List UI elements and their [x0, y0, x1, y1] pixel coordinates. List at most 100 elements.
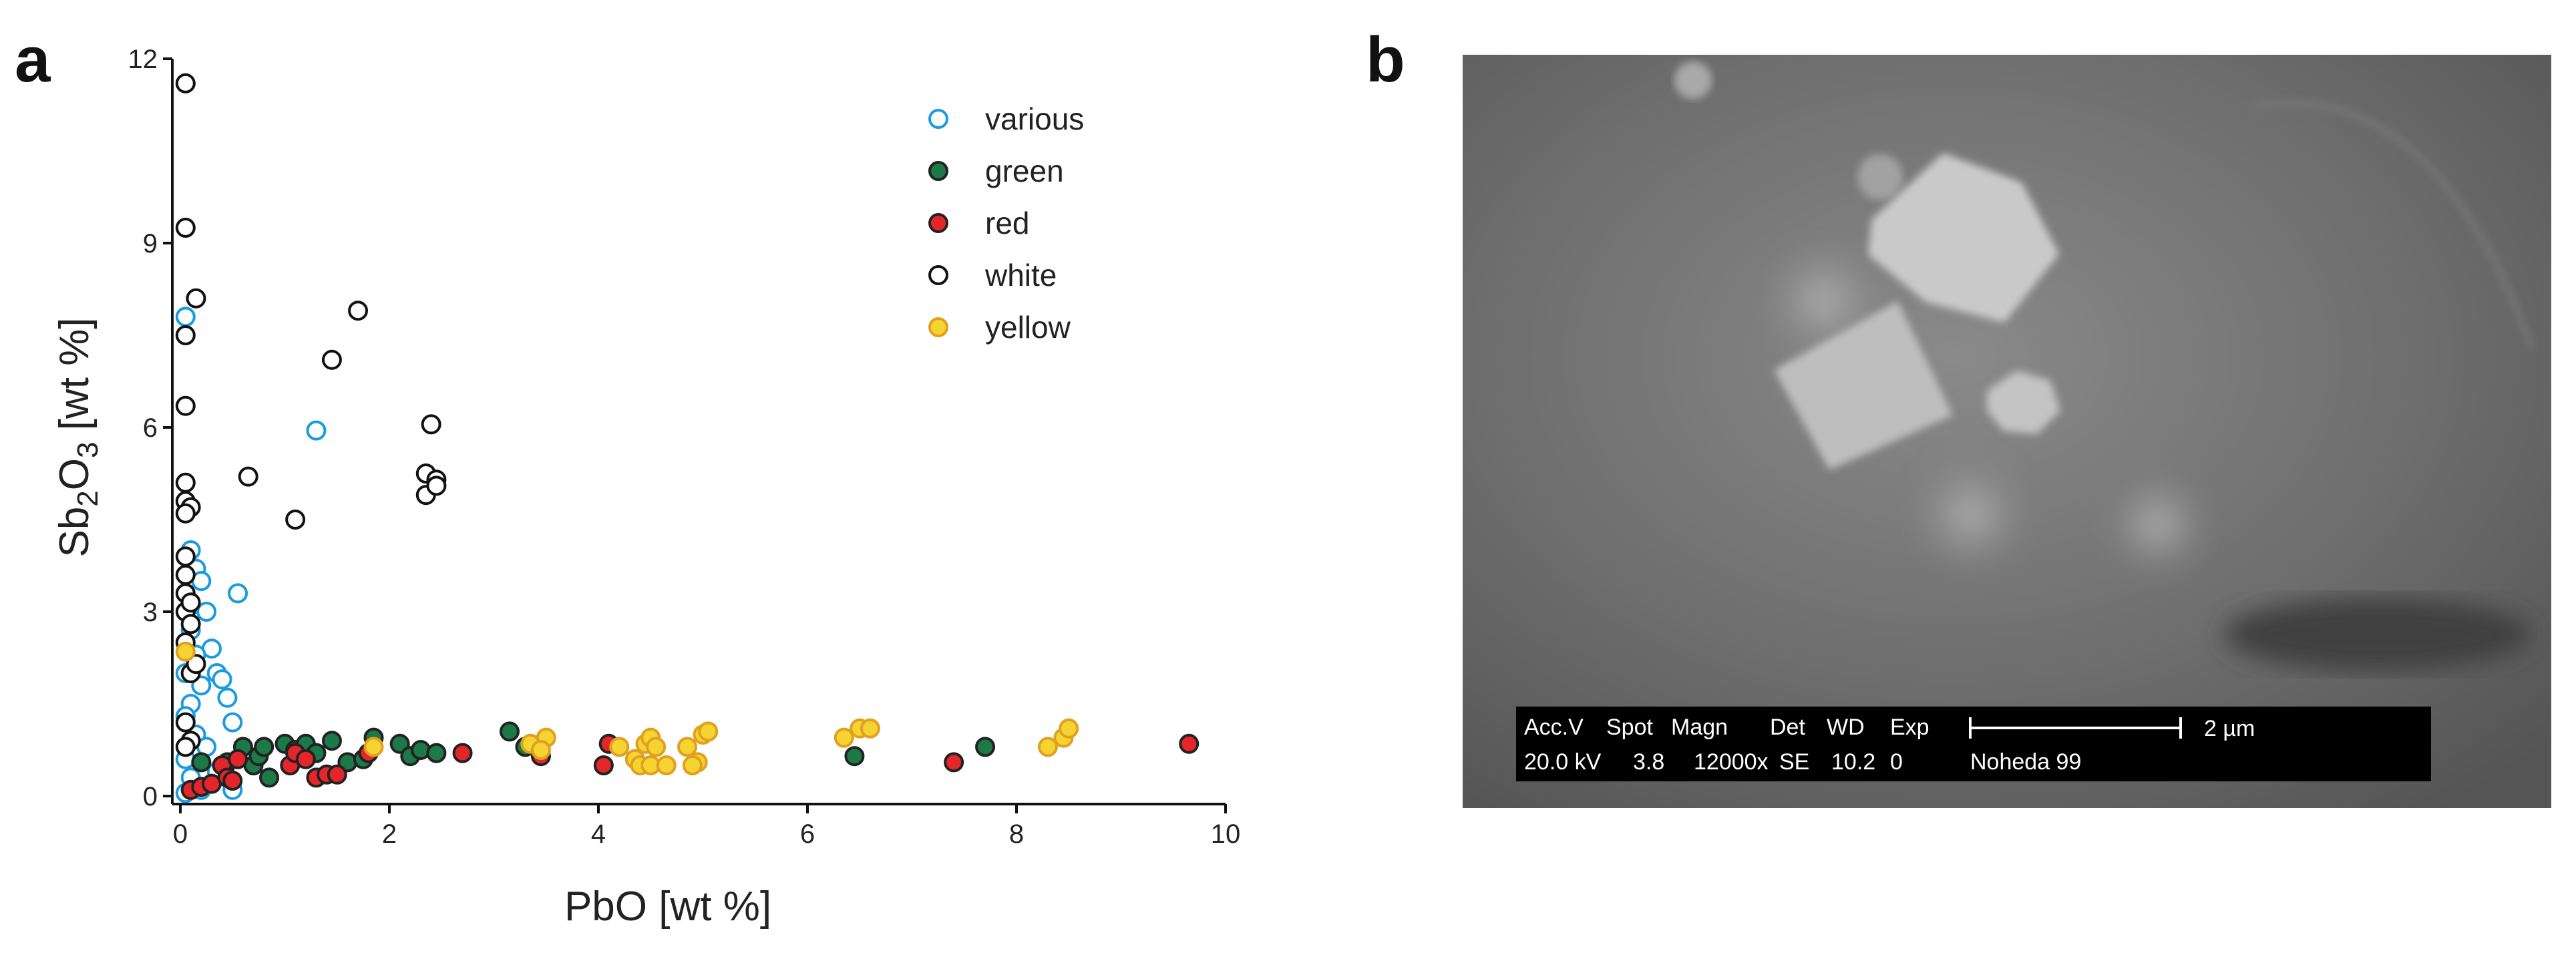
- x-tick-label: 10: [1211, 819, 1241, 849]
- scale-bar-label: 2 µm: [2204, 716, 2255, 741]
- x-tick-label: 8: [1009, 819, 1024, 849]
- point-green: [410, 740, 431, 760]
- point-yellow: [860, 718, 880, 739]
- axes: 0 3 6 9 12 0 2 4 6 8 10: [128, 45, 1241, 849]
- point-green: [844, 746, 865, 767]
- point-red: [327, 764, 347, 785]
- hexagonal-crystal: [1868, 153, 2059, 323]
- panel-label-b: b: [1366, 24, 1405, 96]
- sem-value-det: SE: [1779, 749, 1809, 775]
- point-red: [222, 771, 243, 791]
- point-white: [321, 349, 342, 370]
- point-various: [175, 307, 196, 327]
- point-white: [180, 592, 201, 613]
- point-various: [191, 675, 212, 696]
- point-green: [191, 752, 212, 773]
- sem-micrograph: [1463, 55, 2551, 808]
- legend: various green red white yellow: [928, 102, 1084, 345]
- legend-label-red: red: [985, 206, 1029, 240]
- point-yellow: [1059, 718, 1079, 739]
- point-yellow: [530, 740, 551, 760]
- fiber-edge: [2253, 101, 2533, 349]
- point-white: [175, 737, 196, 757]
- sem-operator: Noheda 99: [1970, 749, 2081, 775]
- point-white: [180, 614, 201, 634]
- point-various: [217, 687, 238, 708]
- cubic-crystal: [1775, 302, 1952, 469]
- blurred-particle: [2100, 467, 2214, 581]
- sem-value-accv: 20.0 kV: [1524, 749, 1602, 775]
- point-red: [452, 743, 473, 763]
- point-yellow: [656, 755, 677, 775]
- point-red: [944, 752, 964, 773]
- small-particle: [1857, 154, 1903, 200]
- blurred-particle: [1907, 451, 2034, 578]
- small-particle: [1674, 61, 1712, 99]
- sem-value-wd: 10.2: [1831, 749, 1875, 775]
- point-white: [175, 564, 196, 585]
- point-red: [295, 749, 316, 769]
- y-tick-label: 0: [143, 782, 158, 811]
- sem-info-bar: [1516, 707, 2431, 781]
- legend-label-yellow: yellow: [985, 310, 1071, 345]
- point-white: [175, 73, 196, 93]
- sem-header-exp: Exp: [1890, 715, 1929, 740]
- point-white: [426, 475, 447, 496]
- sem-header-det: Det: [1770, 715, 1805, 740]
- point-white: [175, 395, 196, 416]
- x-tick-label: 2: [382, 819, 397, 849]
- legend-label-white: white: [984, 258, 1057, 293]
- dark-region: [2224, 598, 2531, 671]
- x-axis-label: PbO [wt %]: [564, 884, 771, 930]
- point-yellow: [682, 755, 703, 775]
- point-white: [175, 218, 196, 238]
- point-white: [348, 301, 369, 321]
- point-yellow: [609, 737, 630, 757]
- legend-label-green: green: [985, 154, 1064, 188]
- point-white: [421, 414, 441, 435]
- sem-header-spot: Spot: [1606, 715, 1653, 740]
- x-tick-label: 0: [173, 819, 188, 849]
- y-tick-label: 3: [143, 598, 158, 627]
- point-white: [186, 654, 206, 675]
- point-various: [212, 669, 232, 690]
- point-green: [254, 737, 274, 757]
- point-white: [175, 712, 196, 733]
- y-axis-label: Sb2O3 [wt %]: [51, 317, 104, 557]
- point-yellow: [646, 737, 667, 757]
- point-various: [222, 712, 243, 733]
- sem-info-text: Acc.V Spot Magn Det WD Exp 20.0 kV 3.8 1…: [1524, 715, 2255, 775]
- point-green: [426, 743, 447, 763]
- point-red: [593, 755, 614, 775]
- point-green: [975, 737, 996, 757]
- x-tick-label: 4: [591, 819, 606, 849]
- sem-value-magn: 12000x: [1694, 749, 1769, 775]
- point-white: [238, 466, 258, 487]
- point-white: [175, 503, 196, 524]
- point-white: [285, 510, 306, 530]
- legend-marker-yellow: [928, 317, 948, 337]
- y-tick-label: 9: [143, 229, 158, 258]
- point-red: [228, 749, 248, 769]
- sem-background: [1463, 55, 2551, 808]
- point-various: [196, 602, 217, 622]
- legend-marker-various: [928, 109, 948, 129]
- legend-marker-red: [928, 213, 948, 233]
- legend-marker-green: [928, 161, 948, 181]
- small-crystal: [1987, 371, 2060, 434]
- point-green: [259, 767, 280, 788]
- point-green: [389, 733, 410, 754]
- point-green: [499, 721, 520, 742]
- sem-header-wd: WD: [1827, 715, 1865, 740]
- sem-value-exp: 0: [1890, 749, 1903, 775]
- sem-header-accv: Acc.V: [1524, 715, 1584, 740]
- legend-marker-white: [928, 265, 948, 285]
- point-white: [175, 325, 196, 345]
- data-points: [175, 73, 1200, 803]
- x-tick-label: 6: [800, 819, 815, 849]
- point-yellow: [175, 641, 196, 662]
- y-tick-label: 6: [143, 413, 158, 443]
- y-tick-label: 12: [128, 45, 158, 74]
- point-red: [1179, 733, 1200, 754]
